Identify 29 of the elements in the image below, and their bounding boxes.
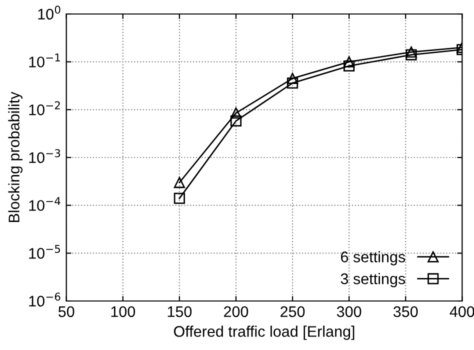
x-tick-label: 150 bbox=[168, 306, 192, 318]
y-axis-title: Blocking probability bbox=[8, 92, 22, 222]
y-tick-label: 10$^{−2}$ bbox=[29, 101, 60, 116]
x-tick-label: 100 bbox=[111, 306, 136, 318]
x-axis-title: Offered traffic load [Erlang] bbox=[174, 326, 354, 340]
point bbox=[174, 176, 185, 188]
x-tick-label: 350 bbox=[393, 306, 418, 318]
x-tick-label: 400 bbox=[450, 306, 474, 318]
point bbox=[344, 56, 355, 68]
point bbox=[230, 115, 242, 127]
y-tick-label: 10$^{−5}$ bbox=[29, 244, 60, 259]
x-tick-label: 250 bbox=[280, 306, 305, 318]
y-tick-label: 10$^{−6}$ bbox=[29, 292, 60, 307]
y-tick-label: 10$^{−4}$ bbox=[29, 197, 60, 211]
legend-label: 3 settings bbox=[340, 273, 406, 288]
y-tick-label: 10$^{0}$ bbox=[38, 6, 60, 20]
x-tick-label: 200 bbox=[224, 306, 248, 318]
point bbox=[286, 72, 298, 84]
y-tick-label: 10$^{−3}$ bbox=[29, 149, 60, 164]
point bbox=[174, 192, 185, 204]
legend-label: 6 settings bbox=[341, 251, 406, 266]
point bbox=[406, 49, 417, 60]
y-tick-label: 10$^{−1}$ bbox=[29, 54, 60, 68]
point bbox=[230, 107, 242, 119]
x-tick-label: 300 bbox=[336, 306, 362, 318]
x-tick-label: 50 bbox=[58, 306, 74, 318]
point bbox=[406, 46, 417, 58]
point bbox=[344, 60, 355, 72]
point bbox=[286, 78, 298, 89]
